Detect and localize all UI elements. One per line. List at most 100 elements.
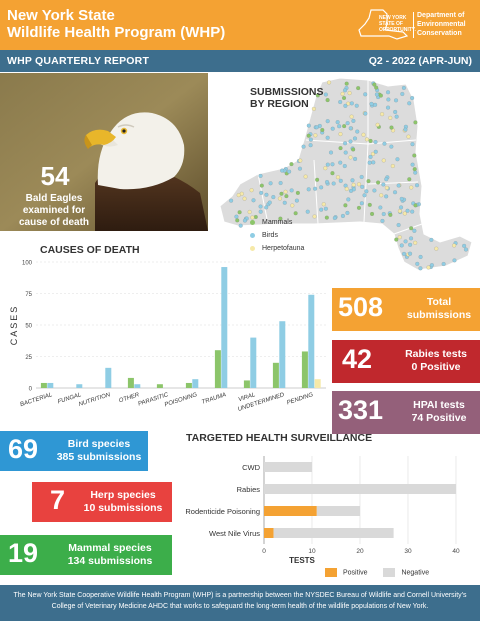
logo-line3: Conservation [417, 30, 462, 37]
map-dot [399, 205, 404, 210]
map-dot [352, 136, 357, 141]
surveillance-title: TARGETED HEALTH SURVEILLANCE [186, 432, 373, 444]
map-dot [367, 160, 372, 165]
map-dot [381, 182, 386, 187]
bar-birds-bacterial [47, 382, 54, 388]
map-dot [410, 162, 415, 167]
map-dot [413, 170, 418, 175]
bar-mammals-bacterial [40, 382, 47, 388]
map-dot [395, 157, 400, 162]
map-dot [401, 85, 406, 90]
bird-species-label: Bird species 385 submissions [50, 438, 148, 464]
y-tick-label: 50 [25, 324, 32, 330]
rabies-tests-label-line1: Rabies tests [405, 348, 467, 360]
footer: The New York State Cooperative Wildlife … [0, 585, 480, 621]
map-dot [247, 209, 252, 214]
legend-item-birds: Birds [250, 232, 278, 239]
map-dot [386, 97, 391, 102]
rabies-tests-number: 42 [342, 344, 373, 374]
bar-birds-fungal [76, 384, 83, 388]
bar-mammals-undetermined [272, 362, 279, 388]
map-dot [452, 243, 457, 248]
map-dot [329, 150, 334, 155]
map-dot [234, 214, 239, 219]
total-submissions-label: Total submissions [398, 296, 480, 322]
map-dot [251, 198, 256, 203]
map-dot [313, 186, 318, 191]
map-dot [315, 177, 320, 182]
map-dot [325, 98, 330, 103]
map-dot [373, 102, 378, 107]
region-map-title: SUBMISSIONS BY REGION [250, 86, 324, 110]
total-submissions-label-line1: Total [426, 296, 452, 308]
map-dot [305, 209, 310, 214]
mammal-species-number: 19 [8, 538, 39, 568]
map-dot [351, 147, 356, 152]
map-dot [403, 127, 408, 132]
map-dot [289, 188, 294, 193]
eagle-caption-line1: Bald Eagles [25, 193, 83, 204]
map-dot [335, 175, 340, 180]
map-dot [354, 103, 359, 108]
map-dot [295, 190, 300, 195]
map-dot [368, 154, 373, 159]
nys-map-logo-icon [358, 9, 409, 40]
logo-text: Department of Environmental Conservation [417, 11, 477, 38]
map-dot [323, 166, 328, 171]
map-dot [388, 115, 393, 120]
header-bar: New York State Wildlife Health Program (… [0, 0, 480, 50]
map-dot [258, 209, 263, 214]
map-dot [386, 90, 391, 95]
birds-legend-dot-icon [250, 232, 255, 238]
dec-logo[interactable]: NEW YORK STATE OF OPPORTUNITY. Departmen… [357, 8, 473, 42]
map-dot [384, 177, 389, 182]
map-dot [402, 211, 407, 216]
map-dot [349, 188, 354, 193]
hpai-tests-label: HPAI tests 74 Positive [398, 399, 480, 425]
map-dot [362, 193, 367, 198]
map-dot [343, 103, 348, 108]
map-dot [337, 124, 342, 129]
bar-birds-poisoning [192, 379, 199, 388]
map-dot [258, 173, 263, 178]
map-dot [315, 93, 320, 98]
legend-item-herpetofauna: Herpetofauna [250, 245, 304, 252]
map-dot [378, 205, 383, 210]
mammal-species-label-line1: Mammal species [68, 542, 152, 554]
map-dot [264, 205, 269, 210]
bar-mammals-trauma [214, 350, 221, 388]
map-dot [405, 208, 410, 213]
map-dot [344, 186, 349, 191]
map-dot [406, 134, 411, 139]
map-dot [389, 125, 394, 130]
map-dot [293, 211, 298, 216]
map-dot [242, 196, 247, 201]
map-dot [356, 182, 361, 187]
map-dot [325, 135, 330, 140]
map-dot [277, 196, 282, 201]
map-dot [258, 204, 263, 209]
map-dot [369, 101, 374, 106]
report-period: Q2 - 2022 (APR-JUN) [368, 55, 472, 67]
page-title-line1: New York State [7, 7, 115, 24]
legend-label-negative: Negative [401, 569, 430, 577]
map-dot [323, 206, 328, 211]
map-dot [290, 203, 295, 208]
map-dot [400, 91, 405, 96]
bar-mammals-pending [301, 351, 308, 388]
map-dot [340, 91, 345, 96]
map-dot [338, 160, 343, 165]
map-dot [429, 263, 434, 268]
report-subheader: WHP QUARTERLY REPORT Q2 - 2022 (APR-JUN) [0, 50, 480, 72]
y-tick-label: 100 [22, 261, 33, 267]
map-dot [370, 211, 375, 216]
map-dot [279, 191, 284, 196]
y-tick-label: 75 [25, 292, 32, 298]
map-dot [378, 93, 383, 98]
map-dot [418, 266, 423, 271]
map-dot [408, 242, 413, 247]
map-dot [386, 105, 391, 110]
map-dot [390, 164, 395, 169]
bar-negative-west-nile-virus [273, 528, 394, 538]
map-dot [235, 218, 240, 223]
